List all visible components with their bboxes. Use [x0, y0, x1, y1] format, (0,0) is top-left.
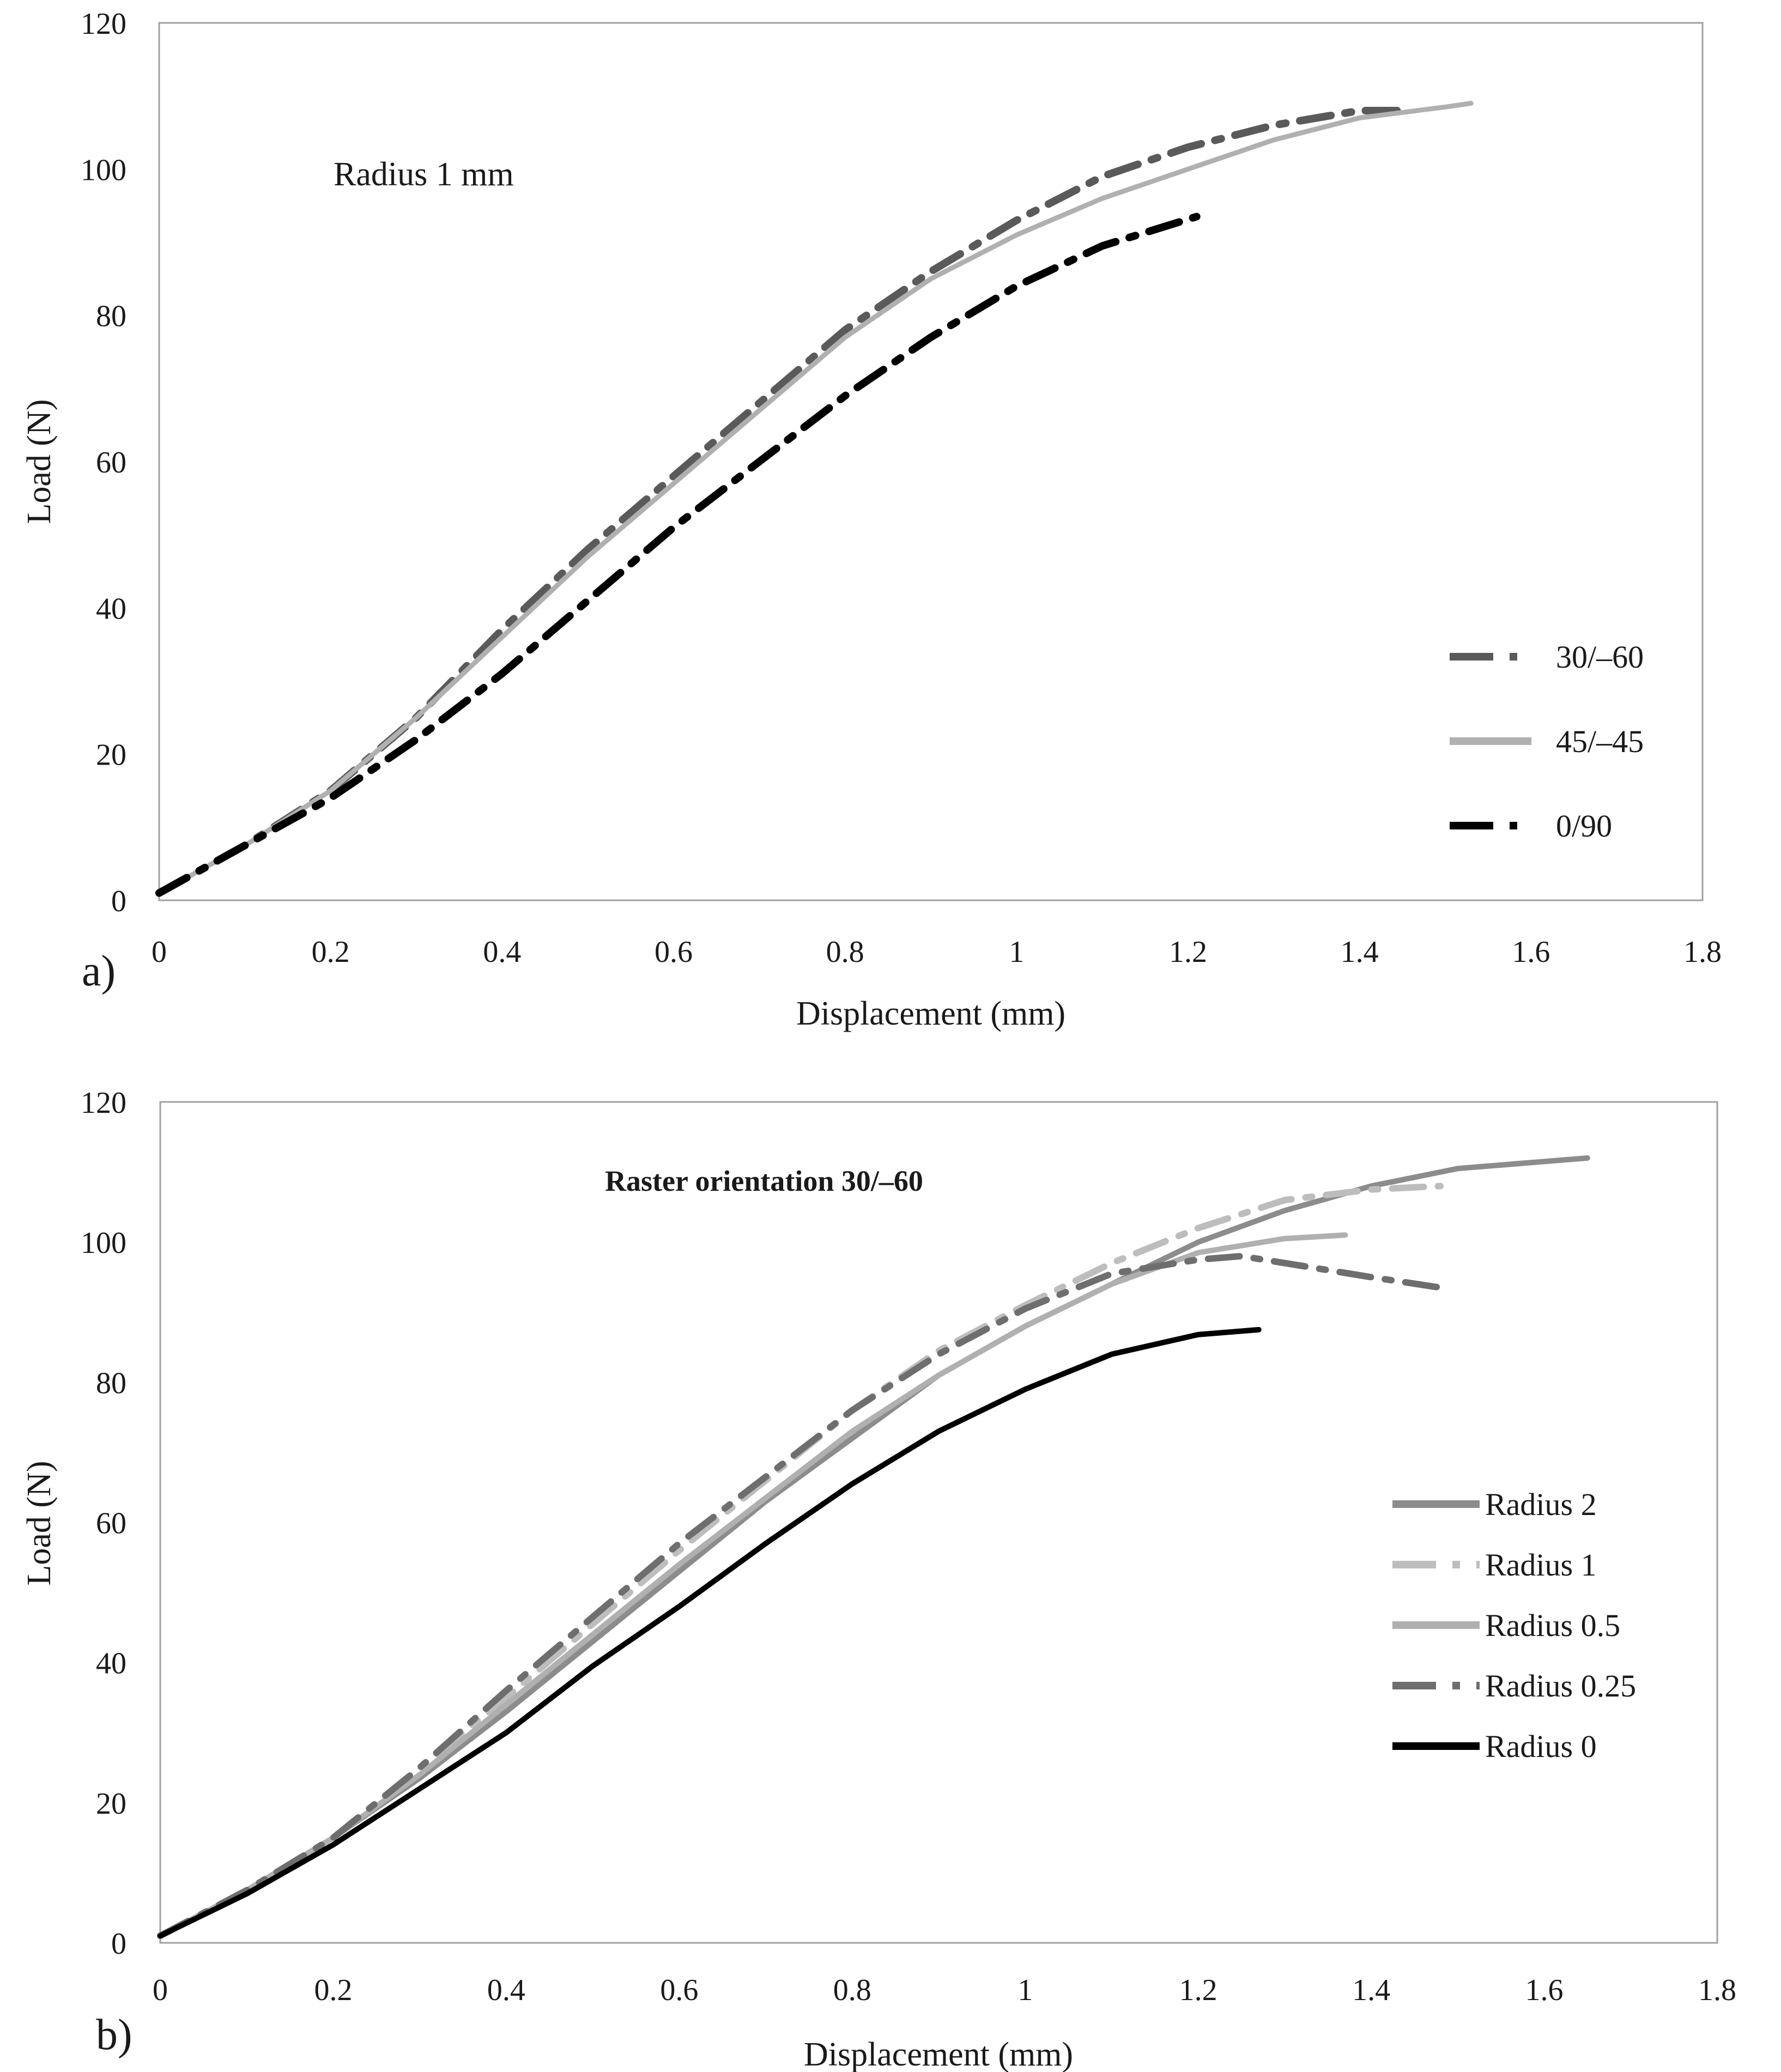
panel-a-legend: 30/–60 45/–45 0/90 [1450, 639, 1644, 844]
x-tick-label: 0 [153, 1973, 168, 2007]
y-tick-label: 40 [96, 1647, 126, 1681]
panel-a-label: a) [82, 947, 116, 995]
x-tick-label: 1.6 [1525, 1973, 1564, 2007]
plot-area-frame [159, 1101, 1718, 1944]
y-tick-label: 0 [111, 1927, 126, 1961]
x-tick-label: 1.2 [1179, 1973, 1217, 2007]
panel-b-annotation: Raster orientation 30/–60 [605, 1165, 923, 1197]
x-tick-label: 1.8 [1698, 1973, 1736, 2007]
y-tick-label: 120 [81, 7, 126, 41]
y-tick-label: 120 [81, 1086, 126, 1120]
panel-a-annotation: Radius 1 mm [334, 156, 514, 193]
legend-label: 0/90 [1556, 808, 1612, 844]
y-tick-label: 100 [81, 153, 126, 187]
y-tick-label: 20 [96, 1787, 126, 1821]
legend-label: Radius 0.25 [1485, 1668, 1636, 1704]
y-tick-label: 40 [96, 592, 126, 626]
y-tick-label: 100 [81, 1226, 126, 1260]
x-tick-label: 0.4 [483, 935, 521, 969]
y-tick-label: 80 [96, 300, 126, 334]
x-tick-label: 0.4 [487, 1973, 525, 2007]
x-tick-label: 1.4 [1352, 1973, 1390, 2007]
panel-b-legend: Radius 2 Radius 1 Radius 0.5 Radius 0.25 Rad… [1392, 1487, 1636, 1764]
panel-a-x-axis-label: Displacement (mm) [796, 995, 1065, 1032]
y-tick-label: 20 [96, 738, 126, 772]
panel-b-label: b) [96, 2011, 132, 2059]
legend-label: 30/–60 [1556, 639, 1644, 675]
plot-area-frame [158, 22, 1704, 901]
series-line-radius-0-25 [157, 1252, 1444, 1940]
series-line-radius-0 [157, 1326, 1262, 1939]
legend-label: Radius 0.5 [1485, 1608, 1620, 1643]
legend-label: Radius 1 [1485, 1547, 1597, 1583]
x-tick-label: 1 [1009, 935, 1024, 969]
panel-a-y-axis-label: Load (N) [21, 399, 58, 524]
x-tick-label: 0.6 [655, 935, 693, 969]
x-tick-label: 0.6 [660, 1973, 698, 2007]
x-tick-label: 1 [1017, 1973, 1033, 2007]
legend-label: Radius 2 [1485, 1487, 1597, 1522]
chart-panel-b: 0 0.2 0.4 0.6 0.8 1 1.2 1.4 1.6 1.8 0 20 40 60 80 100 1… [21, 1086, 1736, 2072]
x-tick-label: 1.6 [1512, 935, 1550, 969]
series-line-0-90 [155, 213, 1201, 897]
x-tick-label: 1.8 [1683, 935, 1722, 969]
chart-panel-a: 0 0.2 0.4 0.6 0.8 1 1.2 1.4 1.6 1.8 0 20 40 60 80 100 1… [21, 7, 1722, 1032]
x-tick-label: 0.8 [826, 935, 864, 969]
x-tick-label: 1.2 [1169, 935, 1207, 969]
y-tick-label: 80 [96, 1366, 126, 1400]
x-tick-label: 0.8 [833, 1973, 871, 2007]
legend-label: Radius 0 [1485, 1729, 1597, 1764]
panel-b-x-axis-label: Displacement (mm) [804, 2036, 1073, 2072]
x-tick-label: 1.4 [1341, 935, 1379, 969]
y-tick-label: 60 [96, 1507, 126, 1541]
legend-label: 45/–45 [1556, 724, 1644, 759]
x-tick-label: 0.2 [314, 1973, 352, 2007]
y-tick-label: 60 [96, 446, 126, 480]
panel-b-y-axis-label: Load (N) [21, 1461, 58, 1586]
x-tick-label: 0.2 [312, 935, 350, 969]
y-tick-label: 0 [111, 884, 126, 918]
x-tick-label: 0 [152, 935, 167, 969]
series-line-45-45 [156, 101, 1474, 896]
